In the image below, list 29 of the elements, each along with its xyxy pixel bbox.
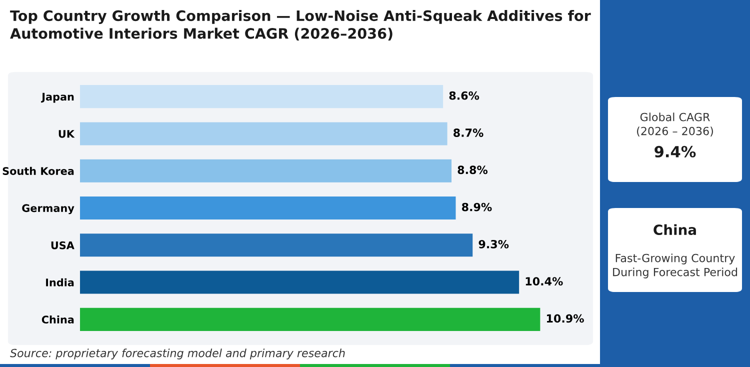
text: Global CAGR [640,112,710,122]
data-label: 10.9% [546,314,584,323]
data-label: 10.4% [526,277,563,286]
text: China [654,224,696,236]
data-label: 8.7% [454,128,484,137]
data-label: 8.8% [458,166,488,174]
y-tick-label: USA [51,241,74,250]
y-tick-label: Japan [41,92,74,103]
bar [80,85,444,108]
bar [80,196,456,220]
y-tick-label: South Korea [2,166,74,175]
y-tick-label: India [46,278,74,286]
text: During Forecast Period [613,268,738,278]
text: Fast-Growing Country [616,254,735,264]
y-tick-label: UK [58,130,75,138]
data-label: 9.3% [478,240,509,248]
y-tick-label: China [42,315,74,324]
bar [80,159,452,182]
bar [80,270,520,294]
y-tick-label: Germany [22,204,74,214]
source-note: Source: proprietary forecasting model and primary research [10,348,345,360]
bar [80,122,448,146]
data-label: 8.6% [449,91,480,100]
bar [80,308,540,331]
text: (2026 – 2036) [637,126,713,137]
data-label: 8.9% [462,202,492,212]
text: 9.4% [654,146,696,158]
chart-title: Top Country Growth Comparison — Low-Noise Anti-Squeak Additives for Automotive Interiors Market CAGR (2026–2036) [10,10,591,41]
bar [80,234,473,257]
